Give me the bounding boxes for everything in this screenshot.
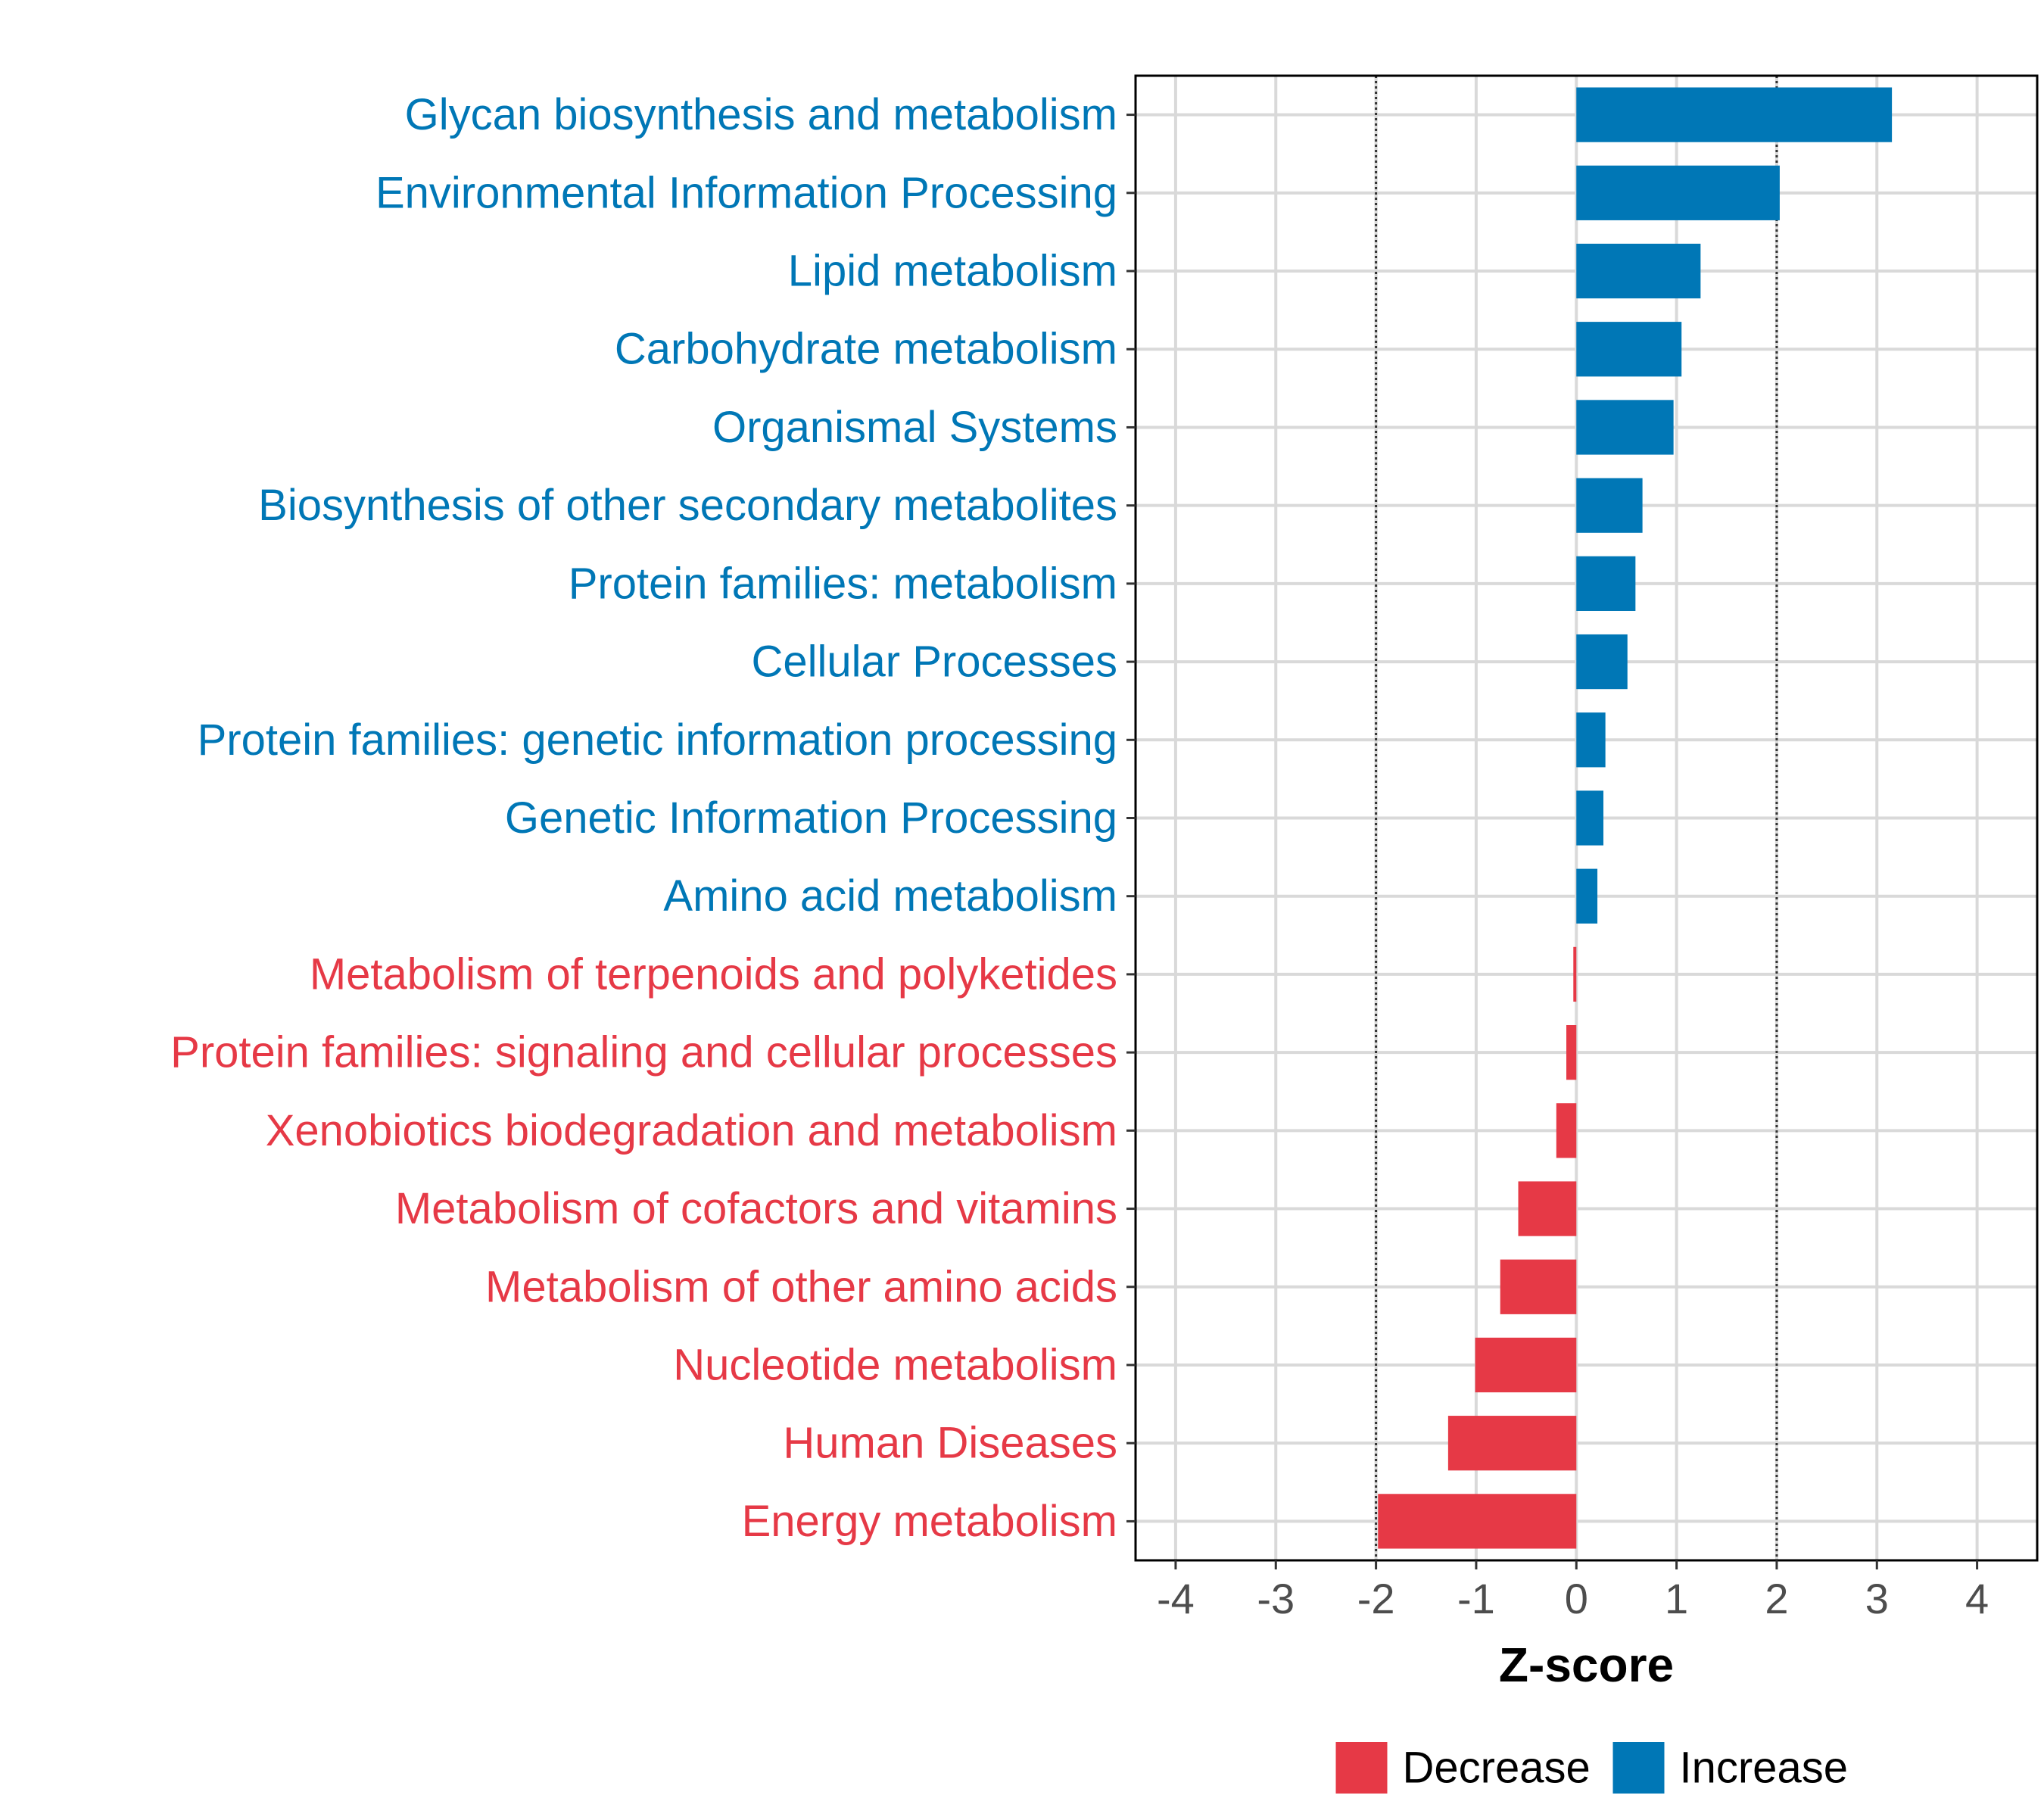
bar (1576, 634, 1628, 690)
y-tick-label: Biosynthesis of other secondary metaboli… (258, 481, 1117, 530)
bar (1475, 1337, 1577, 1393)
x-tick-label: -1 (1457, 1575, 1495, 1622)
y-tick-label: Genetic Information Processing (505, 793, 1117, 843)
y-tick-label: Cellular Processes (751, 637, 1117, 687)
y-tick-label: Organismal Systems (712, 403, 1117, 452)
bar (1576, 322, 1682, 377)
bar (1500, 1259, 1577, 1314)
y-tick-label: Lipid metabolism (788, 247, 1117, 296)
y-tick-label: Metabolism of other amino acids (485, 1262, 1117, 1311)
y-tick-label: Xenobiotics biodegradation and metabolis… (266, 1106, 1117, 1155)
x-axis-title: Z-score (1499, 1638, 1674, 1692)
x-tick-label: 1 (1665, 1575, 1688, 1622)
x-tick-label: 4 (1965, 1575, 1989, 1622)
y-tick-label: Metabolism of cofactors and vitamins (395, 1184, 1117, 1233)
bar (1576, 165, 1780, 220)
legend: Decrease Increase (1335, 1742, 1848, 1794)
bar (1576, 790, 1603, 846)
bar (1576, 400, 1674, 455)
legend-key (1612, 1742, 1665, 1794)
bar (1576, 87, 1893, 142)
y-tick-label: Nucleotide metabolism (673, 1340, 1117, 1389)
x-tick-label: 0 (1565, 1575, 1588, 1622)
bar (1573, 946, 1577, 1002)
bar (1378, 1494, 1577, 1549)
y-tick-label: Carbohydrate metabolism (615, 325, 1117, 374)
reference-lines (1375, 76, 1778, 1560)
y-tick-label: Environmental Information Processing (375, 168, 1117, 217)
y-axis: Glycan biosynthesis and metabolism Enviro… (170, 90, 1136, 1546)
bar (1576, 712, 1606, 768)
bar (1556, 1103, 1577, 1158)
bar (1576, 243, 1701, 299)
y-tick-label: Amino acid metabolism (663, 871, 1117, 921)
y-tick-label: Metabolism of terpenoids and polyketides (310, 949, 1117, 999)
legend-key (1335, 1742, 1388, 1794)
bar (1566, 1025, 1577, 1080)
y-tick-label: Protein families: metabolism (569, 559, 1117, 608)
bar (1576, 556, 1636, 611)
x-tick-label: 3 (1865, 1575, 1889, 1622)
x-axis: -4 -3 -2 -1 0 1 2 3 4 (1157, 1560, 1989, 1622)
bar (1576, 478, 1643, 533)
bar (1576, 868, 1598, 924)
bars (1378, 87, 1893, 1549)
legend-label: Decrease (1403, 1744, 1591, 1793)
bar (1518, 1181, 1577, 1236)
y-tick-label: Protein families: signaling and cellular… (170, 1028, 1117, 1077)
x-tick-label: -2 (1357, 1575, 1395, 1622)
bar (1447, 1416, 1577, 1471)
legend-label: Increase (1680, 1744, 1848, 1793)
y-tick-label: Glycan biosynthesis and metabolism (405, 90, 1117, 139)
x-tick-label: -4 (1157, 1575, 1195, 1622)
y-tick-label: Energy metabolism (742, 1497, 1117, 1546)
x-tick-label: -3 (1257, 1575, 1295, 1622)
y-tick-label: Protein families: genetic information pr… (198, 715, 1117, 765)
x-tick-label: 2 (1765, 1575, 1788, 1622)
y-tick-label: Human Diseases (783, 1419, 1117, 1468)
